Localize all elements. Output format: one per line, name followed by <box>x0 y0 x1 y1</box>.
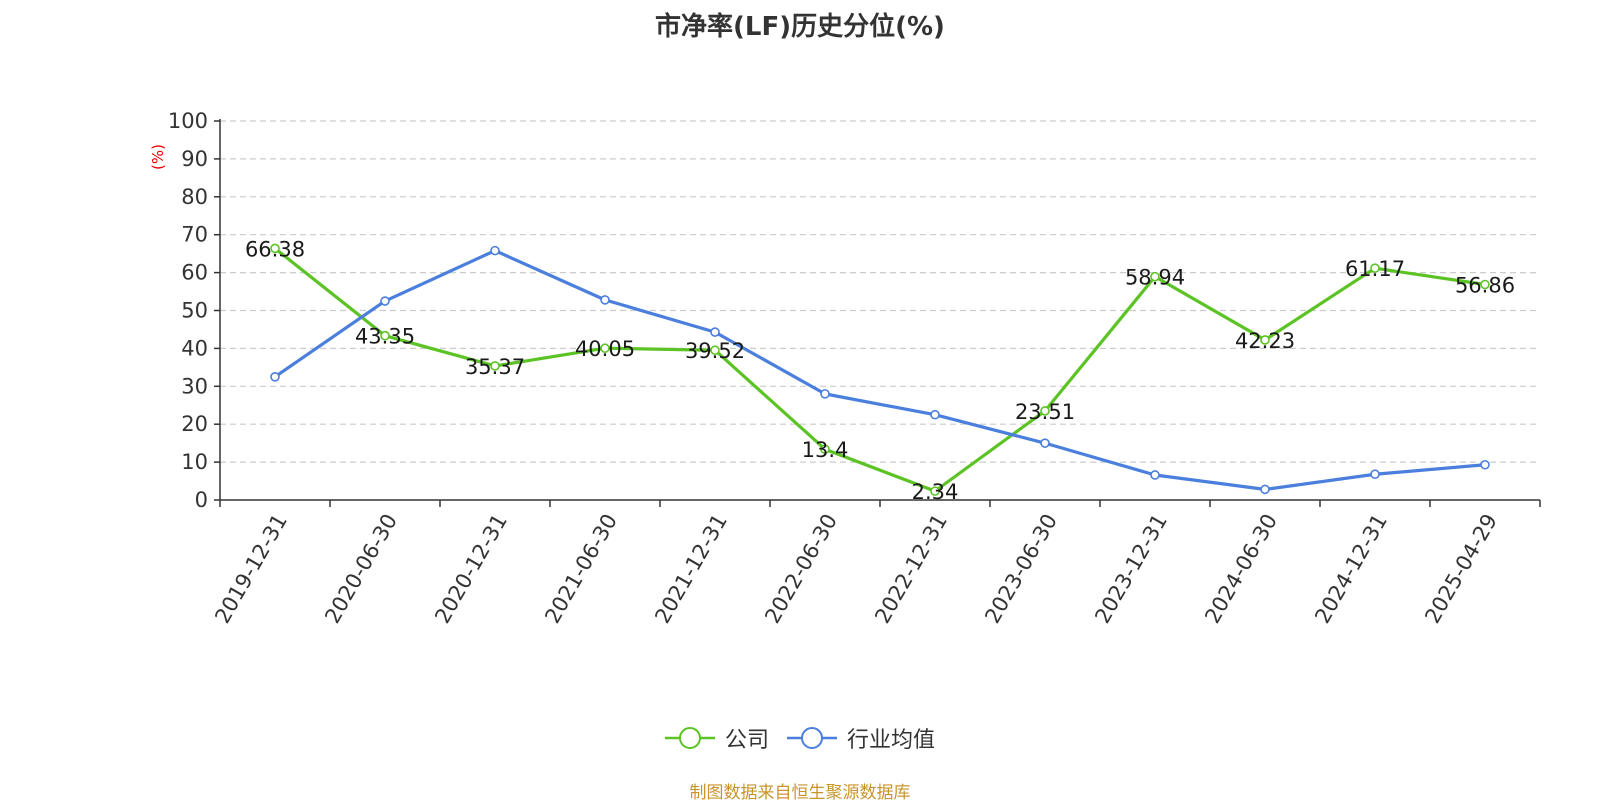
y-tick-label: 20 <box>181 412 208 436</box>
y-tick-label: 0 <box>195 488 208 512</box>
data-point <box>820 444 830 455</box>
x-tick-label: 2023-06-30 <box>980 510 1062 628</box>
data-point <box>1480 459 1490 470</box>
data-point <box>490 361 500 371</box>
y-tick-label: 100 <box>168 109 208 133</box>
y-tick-label: 10 <box>181 450 208 474</box>
data-point <box>270 243 280 254</box>
chart-title: 市净率(LF)历史分位(%) <box>655 12 945 42</box>
data-point <box>710 327 720 337</box>
y-tick-label: 30 <box>181 374 208 398</box>
data-point <box>710 345 720 356</box>
data-point <box>1040 406 1050 416</box>
data-point <box>1370 263 1380 273</box>
y-tick-label: 80 <box>181 185 208 209</box>
data-point <box>600 343 610 354</box>
x-tick-label: 2025-04-29 <box>1420 510 1502 628</box>
y-tick-label: 40 <box>181 336 208 360</box>
x-tick-label: 2022-12-31 <box>870 510 952 628</box>
y-tick-label: 90 <box>181 147 208 171</box>
data-point <box>1040 438 1050 448</box>
data-point <box>1370 469 1380 480</box>
data-label: 58.94 <box>1125 266 1185 290</box>
data-point <box>930 486 940 496</box>
series-line <box>274 249 1486 491</box>
legend-label-industry-average: 行业均值 <box>847 728 936 753</box>
data-point <box>930 409 940 420</box>
chart-legend: 公司 行业均值 <box>0 722 1600 754</box>
data-point <box>380 330 390 341</box>
legend-item-company[interactable]: 公司 <box>664 722 769 754</box>
data-label: 13.4 <box>802 438 849 462</box>
legend-swatch-company <box>664 727 715 749</box>
source-note: 制图数据来自恒生聚源数据库 <box>689 783 911 803</box>
data-label: 61.17 <box>1345 257 1405 281</box>
data-point <box>380 296 390 306</box>
data-point <box>1150 470 1160 480</box>
x-tick-label: 2020-06-30 <box>320 510 402 628</box>
gridlines <box>220 120 1540 463</box>
data-point <box>1260 484 1270 495</box>
x-tick-label: 2021-12-31 <box>650 510 732 628</box>
axes: 0 10 20 30 40 50 60 70 80 90 100 2019-12-31 2020-06-… <box>168 109 1541 628</box>
x-tick-label: 2024-12-31 <box>1310 510 1392 628</box>
series-lines <box>270 243 1490 496</box>
data-label: 43.35 <box>355 325 415 349</box>
data-label: 2.34 <box>912 480 959 504</box>
x-tick-label: 2020-12-31 <box>430 510 512 628</box>
x-tick-label: 2024-06-30 <box>1200 510 1282 628</box>
legend-label-company: 公司 <box>724 728 769 753</box>
data-label: 35.37 <box>465 355 525 379</box>
data-point <box>1150 271 1160 282</box>
x-tick-label: 2021-06-30 <box>540 510 622 628</box>
data-point <box>600 295 610 305</box>
y-tick-label: 60 <box>181 261 208 285</box>
legend-item-industry-average[interactable]: 行业均值 <box>787 722 935 754</box>
data-point <box>1260 335 1270 345</box>
data-labels: 66.38 43.35 35.37 40.05 39.52 13.4 2.34 23.51 58… <box>245 237 1515 504</box>
data-point <box>490 245 500 256</box>
data-label: 56.86 <box>1455 274 1515 298</box>
y-tick-label: 70 <box>181 223 208 247</box>
legend-swatch-industry-average <box>787 727 837 749</box>
data-label: 66.38 <box>245 237 305 261</box>
y-tick-label: 50 <box>181 299 208 323</box>
data-label: 42.23 <box>1235 329 1295 353</box>
x-tick-label: 2023-12-31 <box>1090 510 1172 628</box>
data-point <box>270 372 280 382</box>
data-point <box>1480 279 1490 290</box>
data-point <box>820 389 830 399</box>
y-axis-label: (%) <box>149 144 167 170</box>
data-label: 40.05 <box>575 337 635 361</box>
x-tick-label: 2022-06-30 <box>760 510 842 628</box>
data-label: 23.51 <box>1015 400 1075 424</box>
data-label: 39.52 <box>685 339 745 363</box>
series-line <box>274 247 1486 493</box>
x-tick-label: 2019-12-31 <box>210 510 292 628</box>
